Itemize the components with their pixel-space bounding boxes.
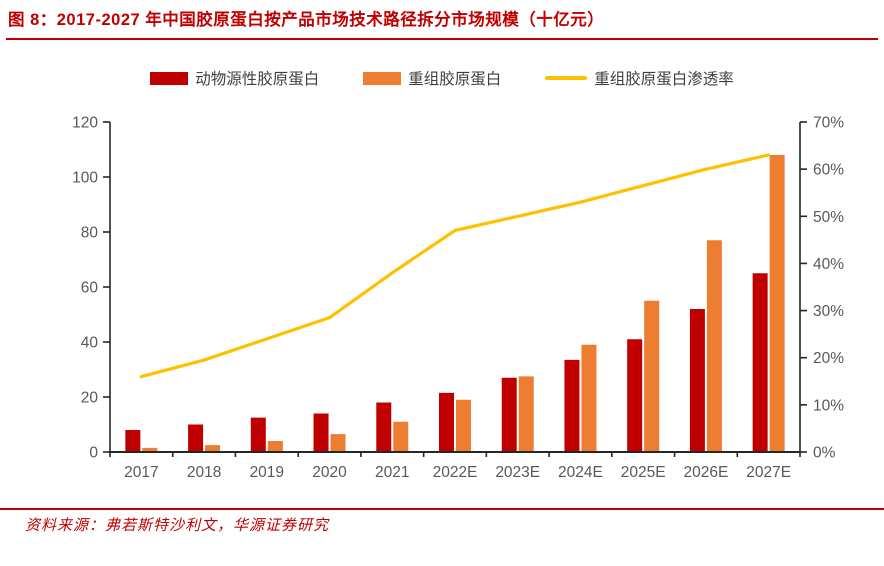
footer-divider [0, 508, 884, 510]
bar-animal-2017 [125, 430, 141, 452]
bar-animal-2019 [250, 417, 266, 452]
x-axis-label-2019: 2019 [250, 464, 284, 481]
bar-recombinant-2025E [644, 300, 660, 452]
bar-animal-2023E [501, 377, 517, 452]
bar-animal-2026E [689, 309, 705, 452]
bar-recombinant-2024E [581, 344, 597, 452]
legend-swatch-animal-collagen [150, 71, 189, 85]
right-axis-tick-label: 30% [813, 303, 844, 320]
bar-recombinant-2018 [205, 445, 221, 452]
left-axis-tick-label: 100 [72, 170, 98, 187]
legend: 动物源性胶原蛋白 重组胶原蛋白 重组胶原蛋白渗透率 [0, 68, 884, 88]
legend-item-recombinant-collagen: 重组胶原蛋白 [363, 67, 501, 89]
left-axis-tick-label: 60 [81, 280, 99, 297]
right-axis-tick-label: 0% [813, 445, 836, 462]
right-axis-tick-label: 10% [813, 397, 844, 414]
left-axis-tick-label: 0 [89, 445, 98, 462]
legend-label-animal-collagen: 动物源性胶原蛋白 [195, 71, 320, 88]
bar-recombinant-2021 [393, 421, 409, 452]
chart-canvas: 0 20 40 60 80 100 120 0% 10% 20% 30% 40% 50% 60% 70% 20… [0, 95, 884, 495]
x-axis-label-2020: 2020 [312, 464, 347, 481]
bar-animal-2022E [439, 392, 454, 452]
source-note: 资料来源：弗若斯特沙利文，华源证券研究 [25, 516, 330, 534]
x-axis-label-2021: 2021 [375, 464, 409, 481]
bar-animal-2018 [188, 424, 204, 452]
left-axis-tick-label: 40 [81, 335, 99, 352]
right-axis-tick-label: 60% [813, 162, 844, 179]
bar-recombinant-2020 [330, 434, 346, 452]
combo-chart: 0 20 40 60 80 100 120 0% 10% 20% 30% 40% 50% 60% 70% 20… [72, 115, 844, 482]
bar-recombinant-2023E [518, 376, 534, 452]
bar-animal-2025E [627, 339, 643, 452]
x-axis-label-2025E: 2025E [621, 464, 666, 481]
x-axis-label-2017: 2017 [124, 464, 158, 481]
left-axis-tick-label: 20 [81, 390, 99, 407]
legend-label-penetration-rate: 重组胶原蛋白渗透率 [594, 71, 734, 88]
bar-recombinant-2027E [769, 155, 785, 452]
x-axis-label-2026E: 2026E [683, 464, 728, 481]
legend-swatch-recombinant-collagen [363, 71, 402, 85]
x-axis-label-2027E: 2027E [746, 464, 791, 481]
title-divider [6, 38, 878, 40]
bar-animal-2021 [376, 402, 392, 452]
penetration-rate-line [139, 153, 771, 379]
x-axis-label-2024E: 2024E [558, 464, 603, 481]
x-axis-label-2022E: 2022E [433, 464, 478, 481]
bar-recombinant-2019 [267, 441, 283, 452]
x-axis-label-2023E: 2023E [495, 464, 540, 481]
x-axis-label-2018: 2018 [187, 464, 221, 481]
left-axis-tick-label: 120 [72, 115, 98, 132]
bar-animal-2024E [564, 359, 580, 452]
bar-recombinant-2017 [142, 447, 158, 452]
bar-recombinant-2022E [456, 399, 471, 452]
bar-recombinant-2026E [706, 240, 722, 452]
legend-item-animal-collagen: 动物源性胶原蛋白 [150, 67, 319, 89]
legend-item-penetration-rate: 重组胶原蛋白渗透率 [545, 67, 734, 89]
legend-label-recombinant-collagen: 重组胶原蛋白 [408, 71, 502, 88]
figure-title: 图 8：2017-2027 年中国胶原蛋白按产品市场技术路径拆分市场规模（十亿元… [8, 11, 605, 29]
right-axis-tick-label: 20% [813, 350, 844, 367]
bar-animal-2027E [752, 273, 768, 452]
bar-animal-2020 [313, 413, 329, 452]
right-axis-tick-label: 70% [813, 115, 844, 132]
right-axis-tick-label: 40% [813, 256, 844, 273]
left-axis-tick-label: 80 [81, 225, 99, 242]
right-axis-tick-label: 50% [813, 209, 844, 226]
legend-swatch-penetration-line [545, 76, 588, 80]
